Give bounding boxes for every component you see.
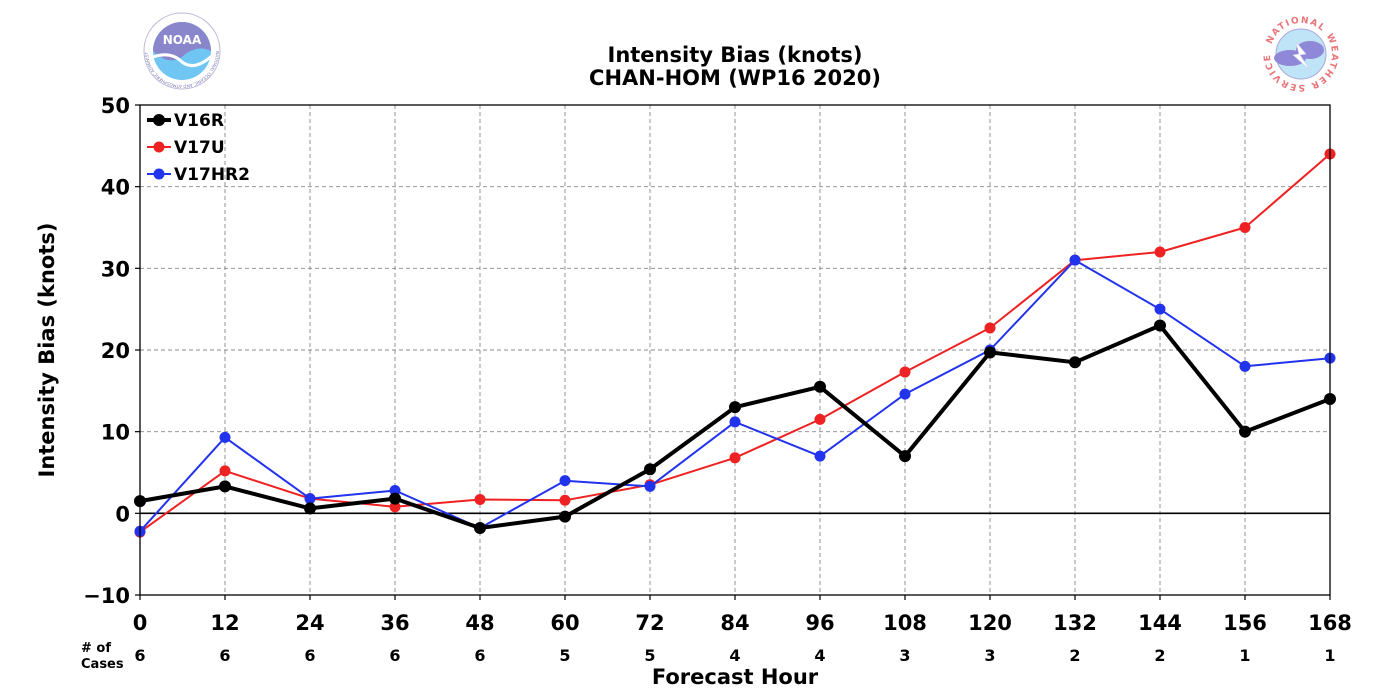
noaa-logo: NOAA NATIONAL OCEANIC AND ATMOSPHERIC AD… <box>0 0 221 90</box>
data-point <box>899 388 911 400</box>
data-point <box>389 484 401 496</box>
y-tick-label: −10 <box>83 584 130 608</box>
cases-label-line-2: Cases <box>81 657 124 672</box>
case-count: 1 <box>1239 646 1250 665</box>
x-tick-label: 0 <box>133 611 148 635</box>
case-count: 5 <box>559 646 570 665</box>
case-count: 6 <box>304 646 315 665</box>
chart-title: Intensity Bias (knots) <box>608 43 863 67</box>
y-axis-ticks: −10 0 10 20 30 40 50 <box>83 94 140 608</box>
legend: V16R V17U V17HR2 <box>147 111 250 185</box>
legend-swatch-marker <box>153 114 165 126</box>
x-tick-label: 84 <box>720 611 749 635</box>
data-series <box>134 148 1336 538</box>
case-count: 5 <box>644 646 655 665</box>
legend-item-v16r: V16R <box>147 111 224 131</box>
x-axis-ticks: 0 12 24 36 48 60 72 84 96 108 120 132 144 156 168 <box>133 595 1352 635</box>
x-tick-label: 96 <box>805 611 834 635</box>
x-tick-label: 48 <box>465 611 494 635</box>
data-point <box>984 346 996 359</box>
cases-label: # of Cases <box>81 641 124 672</box>
data-point <box>1239 425 1251 438</box>
data-point <box>1239 360 1251 372</box>
legend-label: V17U <box>174 138 225 158</box>
x-tick-label: 60 <box>550 611 579 635</box>
case-count: 2 <box>1154 646 1165 665</box>
data-point <box>984 322 996 334</box>
legend-label: V17HR2 <box>174 165 250 185</box>
case-count: 6 <box>474 646 485 665</box>
y-tick-label: 40 <box>101 176 130 200</box>
y-tick-label: 50 <box>101 94 130 118</box>
data-point <box>1154 303 1166 315</box>
y-tick-label: 0 <box>115 502 130 526</box>
data-point <box>814 450 826 462</box>
data-point <box>304 493 316 505</box>
legend-item-v17hr2: V17HR2 <box>147 165 250 185</box>
data-point <box>1069 356 1081 369</box>
data-point <box>304 502 316 515</box>
case-count: 6 <box>219 646 230 665</box>
data-point <box>389 492 401 505</box>
x-axis-label: Forecast Hour <box>652 665 819 689</box>
data-point <box>219 480 231 493</box>
data-point <box>814 380 826 393</box>
y-tick-label: 10 <box>101 421 130 445</box>
case-count: 1 <box>1324 646 1335 665</box>
case-count: 3 <box>984 646 995 665</box>
data-point <box>1069 254 1081 266</box>
case-count: 2 <box>1069 646 1080 665</box>
noaa-logo-text: NOAA <box>163 33 202 47</box>
data-point <box>729 452 741 464</box>
case-count: 4 <box>814 646 825 665</box>
chart-subtitle: CHAN-HOM (WP16 2020) <box>589 66 881 90</box>
data-point <box>559 510 571 523</box>
y-tick-label: 20 <box>101 339 130 363</box>
data-point <box>559 494 571 506</box>
data-point <box>729 416 741 428</box>
x-tick-label: 12 <box>210 611 239 635</box>
data-point <box>1154 319 1166 332</box>
x-tick-label: 36 <box>380 611 409 635</box>
legend-swatch-marker <box>153 168 165 180</box>
x-tick-label: 156 <box>1223 611 1267 635</box>
data-point <box>644 480 656 492</box>
x-tick-label: 168 <box>1308 611 1352 635</box>
data-point <box>1239 222 1251 233</box>
nws-logo: NATIONAL WEATHER SERVICE <box>1263 16 1338 92</box>
series-v17hr2 <box>134 254 1336 537</box>
case-count: 6 <box>389 646 400 665</box>
data-point <box>474 493 486 505</box>
data-point <box>1154 246 1166 258</box>
data-point <box>729 401 741 414</box>
data-point <box>559 475 571 487</box>
y-tick-label: 30 <box>101 257 130 281</box>
case-count: 3 <box>899 646 910 665</box>
x-tick-label: 108 <box>883 611 927 635</box>
data-point <box>814 413 826 425</box>
grid-lines <box>140 105 1330 595</box>
x-tick-label: 144 <box>1138 611 1182 635</box>
x-tick-label: 72 <box>635 611 664 635</box>
x-tick-label: 24 <box>295 611 324 635</box>
data-point <box>389 501 401 513</box>
legend-swatch-marker <box>153 141 165 153</box>
cases-label-line-1: # of <box>81 641 111 656</box>
case-count: 4 <box>729 646 740 665</box>
case-counts: 6 6 6 6 6 5 5 4 4 3 3 2 2 1 1 <box>134 646 1335 665</box>
data-point <box>899 450 911 463</box>
y-axis-label: Intensity Bias (knots) <box>35 223 59 478</box>
legend-label: V16R <box>174 111 224 131</box>
data-point <box>474 522 486 535</box>
data-point <box>219 431 231 443</box>
data-point <box>899 366 911 378</box>
x-tick-label: 132 <box>1053 611 1097 635</box>
case-count: 6 <box>134 646 145 665</box>
legend-item-v17u: V17U <box>147 138 225 158</box>
data-point <box>644 463 656 476</box>
data-point <box>219 465 231 477</box>
x-tick-label: 120 <box>968 611 1012 635</box>
